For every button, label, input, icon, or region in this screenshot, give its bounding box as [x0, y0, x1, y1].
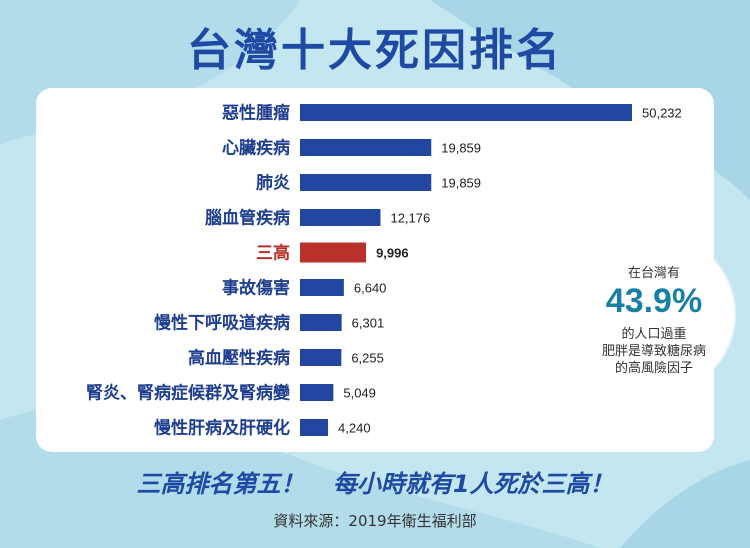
headline: 三高排名第五！ 每小時就有1人死於三高！	[0, 464, 750, 499]
bar	[300, 349, 342, 366]
callout-line: 肥胖是導致糖尿病	[601, 344, 706, 359]
category-label: 高血壓性疾病	[188, 348, 290, 369]
category-label: 腎炎、腎病症候群及腎病變	[86, 383, 291, 404]
bar	[300, 419, 329, 436]
category-label: 慢性下呼吸道疾病	[154, 313, 290, 334]
bar	[300, 279, 344, 296]
value-label: 6,301	[352, 316, 385, 331]
category-label: 惡性腫瘤	[222, 103, 290, 124]
value-label: 4,240	[338, 421, 371, 436]
category-label: 心臟疾病	[222, 138, 290, 159]
headline-part2: 每小時就有1人死於三高！	[332, 470, 614, 498]
bar	[300, 104, 632, 121]
source-note: 資料來源：2019年衛生福利部	[273, 512, 477, 530]
value-label: 6,255	[351, 351, 384, 366]
category-label: 三高	[256, 243, 290, 264]
callout-top-text: 在台灣有	[627, 266, 680, 281]
callout-description: 的人口過重 肥胖是導致糖尿病 的高風險因子	[574, 326, 734, 377]
value-label: 19,859	[441, 176, 481, 191]
callout-percent: 43.9%	[605, 282, 703, 320]
callout-line: 的人口過重	[621, 327, 687, 342]
bar	[300, 209, 381, 226]
value-label: 12,176	[390, 211, 430, 226]
bar	[300, 314, 342, 331]
bar-chart: 惡性腫瘤 50,232 心臟疾病 19,859 肺炎 19,859 腦血管疾病 12,176 三…	[86, 103, 682, 439]
stat-callout: 在台灣有 43.9% 的人口過重 肥胖是導致糖尿病 的高風險因子	[574, 234, 734, 394]
bar	[300, 139, 432, 156]
headline-part1: 三高排名第五！	[136, 470, 305, 498]
callout-line: 的高風險因子	[614, 361, 693, 376]
value-label: 50,232	[642, 106, 682, 121]
bar	[300, 174, 432, 191]
value-label: 9,996	[376, 246, 409, 261]
value-label: 6,640	[354, 281, 387, 296]
page-title: 台灣十大死因排名	[187, 25, 563, 76]
value-label: 19,859	[441, 141, 481, 156]
category-label: 事故傷害	[222, 278, 290, 299]
category-label: 慢性肝病及肝硬化	[154, 418, 290, 439]
bar	[300, 242, 367, 263]
value-label: 5,049	[343, 386, 376, 401]
category-label: 肺炎	[256, 174, 290, 194]
bar	[300, 384, 334, 401]
category-label: 腦血管疾病	[205, 208, 290, 229]
